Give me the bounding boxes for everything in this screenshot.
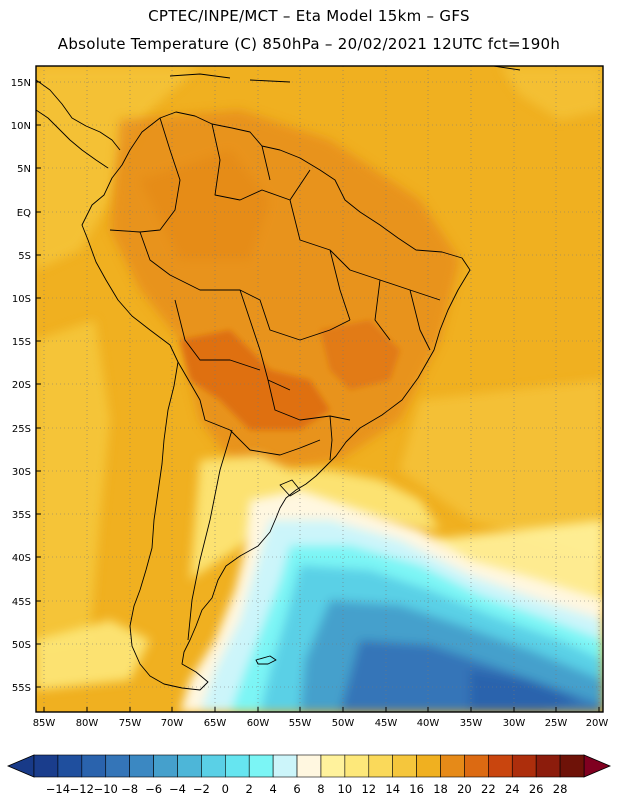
lat-label: 15N <box>11 78 31 89</box>
latitude-labels: 15N 10N 5N EQ 5S 10S 15S 20S 25S 30S 35S… <box>11 78 31 694</box>
lon-label: 85W <box>33 718 56 729</box>
colorbar-label: 18 <box>433 782 448 796</box>
colorbar-cell <box>511 754 537 778</box>
lagoon <box>279 479 301 497</box>
colorbar-label: 12 <box>361 782 376 796</box>
lon-label: 80W <box>76 718 99 729</box>
colorbar-label: −2 <box>193 782 210 796</box>
caribbean-islands <box>169 66 521 83</box>
lon-label: 35W <box>460 718 483 729</box>
colorbar-label: 28 <box>553 782 568 796</box>
colorbar-cell <box>535 754 561 778</box>
colorbar-label: 4 <box>269 782 276 796</box>
lon-label: 30W <box>503 718 526 729</box>
falkland-islands <box>255 655 277 665</box>
colorbar-label: 2 <box>246 782 253 796</box>
colorbar-cell <box>57 754 83 778</box>
colorbar-cell <box>488 754 513 778</box>
colorbar-cell <box>129 754 154 778</box>
colorbar-cell <box>33 754 59 778</box>
colorbar-cell <box>177 754 202 778</box>
lat-label: 15S <box>12 337 31 348</box>
colorbar: −14 −12 −10 −8 −6 −4 −2 0 2 4 6 8 10 12 14 16 18 20 22 24 26… <box>6 754 612 796</box>
colorbar-cell <box>296 754 322 778</box>
colorbar-cell <box>201 754 226 778</box>
colorbar-label: −12 <box>70 782 94 796</box>
colorbar-label: 22 <box>481 782 496 796</box>
lon-label: 25W <box>545 718 568 729</box>
axis-ticks <box>36 81 600 712</box>
lat-label: 40S <box>12 553 31 564</box>
colorbar-cell <box>225 754 250 778</box>
colorbar-label: 0 <box>222 782 229 796</box>
map-frame <box>35 65 604 713</box>
lon-label: 60W <box>247 718 270 729</box>
lon-label: 75W <box>119 718 142 729</box>
colorbar-cell <box>392 754 417 778</box>
colorbar-label: 20 <box>457 782 472 796</box>
colorbar-cell <box>320 754 346 778</box>
lon-label: 70W <box>161 718 184 729</box>
colorbar-label: 24 <box>505 782 520 796</box>
colorbar-label: −10 <box>94 782 118 796</box>
lat-label: 10N <box>11 121 31 132</box>
lat-label: EQ <box>17 208 31 219</box>
colorbar-label: −8 <box>121 782 138 796</box>
coastlines <box>36 66 521 691</box>
colorbar-cell <box>368 754 393 778</box>
lat-label: 25S <box>12 424 31 435</box>
colorbar-cell <box>272 754 298 778</box>
lat-label: 55S <box>12 683 31 694</box>
brazil-states <box>289 199 441 351</box>
colorbar-over-triangle <box>583 754 612 778</box>
lat-label: 5S <box>18 251 31 262</box>
central-america-coast <box>36 79 121 169</box>
colorbar-cell <box>248 754 274 778</box>
colorbar-label: 14 <box>385 782 400 796</box>
lat-label: 35S <box>12 510 31 521</box>
longitude-labels: 85W 80W 75W 70W 65W 60W 55W 50W 45W 40W … <box>33 718 609 729</box>
colorbar-label: −14 <box>46 782 70 796</box>
colorbar-label: 8 <box>317 782 324 796</box>
colorbar-cell <box>153 754 178 778</box>
lat-label: 5N <box>17 164 31 175</box>
colorbar-cell <box>344 754 370 778</box>
lat-label: 30S <box>12 467 31 478</box>
lon-label: 20W <box>586 718 609 729</box>
colorbar-label: −4 <box>169 782 186 796</box>
colorbar-cell <box>464 754 489 778</box>
colorbar-cell <box>440 754 465 778</box>
graticule <box>36 66 603 712</box>
country-borders <box>109 117 351 641</box>
colorbar-label: 10 <box>338 782 353 796</box>
colorbar-cell <box>416 754 441 778</box>
lat-label: 50S <box>12 640 31 651</box>
lon-label: 40W <box>417 718 440 729</box>
lat-label: 20S <box>12 380 31 391</box>
colorbar-label: 6 <box>293 782 300 796</box>
lat-label: 10S <box>12 294 31 305</box>
title-line-1: CPTEC/INPE/MCT – Eta Model 15km – GFS <box>148 7 470 25</box>
lon-label: 55W <box>289 718 312 729</box>
south-america-coast <box>81 111 471 691</box>
colorbar-label: −6 <box>145 782 162 796</box>
lat-label: 45S <box>12 597 31 608</box>
temperature-field <box>36 66 603 712</box>
lon-label: 45W <box>375 718 398 729</box>
colorbar-under-triangle <box>6 754 35 778</box>
colorbar-cell <box>559 754 585 778</box>
colorbar-label: 16 <box>409 782 424 796</box>
title-line-2: Absolute Temperature (C) 850hPa – 20/02/… <box>57 35 561 53</box>
colorbar-label: 26 <box>529 782 544 796</box>
lon-label: 65W <box>204 718 227 729</box>
lon-label: 50W <box>332 718 355 729</box>
colorbar-cell <box>105 754 130 778</box>
colorbar-cell <box>81 754 107 778</box>
